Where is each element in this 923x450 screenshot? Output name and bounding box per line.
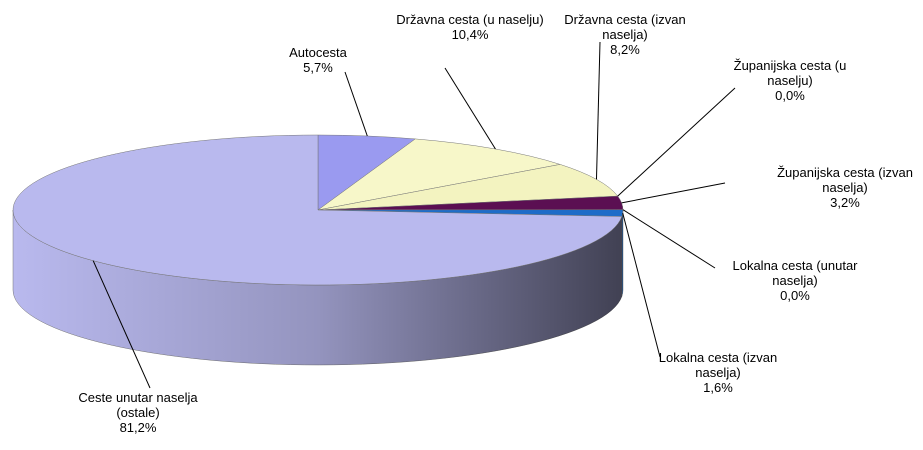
slice-label: Državna cesta (u naselju) 10,4% [395, 12, 545, 42]
slice-label: Autocesta 5,7% [243, 45, 393, 75]
slice-name: Županijska cesta (u naselju) [733, 58, 847, 88]
slice-name: Ceste unutar naselja (ostale) [78, 390, 198, 420]
leader-line [595, 41, 601, 180]
leader-line [622, 209, 716, 269]
slice-value: 0,0% [780, 288, 810, 303]
slice-value: 0,0% [775, 88, 805, 103]
slice-name: Lokalna cesta (unutar naselja) [732, 258, 858, 288]
slice-value: 1,6% [703, 380, 733, 395]
leader-line [92, 260, 151, 389]
slice-value: 10,4% [451, 27, 489, 42]
leader-line [617, 87, 736, 197]
slice-name: Lokalna cesta (izvan naselja) [658, 350, 778, 380]
slice-value: 3,2% [830, 195, 860, 210]
slice-label: Ceste unutar naselja (ostale) 81,2% [63, 390, 213, 435]
slice-label: Županijska cesta (izvan naselja) 3,2% [770, 165, 920, 210]
slice-name: Državna cesta (izvan naselja) [564, 12, 686, 42]
leader-line [621, 182, 726, 204]
leader-line [444, 67, 496, 150]
slice-name: Županijska cesta (izvan naselja) [777, 165, 913, 195]
slice-label: Županijska cesta (u naselju) 0,0% [715, 58, 865, 103]
slice-label: Državna cesta (izvan naselja) 8,2% [550, 12, 700, 57]
slice-label: Lokalna cesta (izvan naselja) 1,6% [643, 350, 793, 395]
slice-side-shade [621, 210, 623, 297]
slice-name: Autocesta [289, 45, 347, 60]
slice-name: Državna cesta (u naselju) [396, 12, 544, 27]
slice-value: 5,7% [303, 60, 333, 75]
slice-side-shade [13, 210, 622, 365]
pie-tops [12, 134, 624, 286]
leader-line [622, 212, 661, 358]
slice-value: 81,2% [119, 420, 157, 435]
slice-label: Lokalna cesta (unutar naselja) 0,0% [720, 258, 870, 303]
slice-value: 8,2% [610, 42, 640, 57]
leader-line [344, 71, 368, 137]
